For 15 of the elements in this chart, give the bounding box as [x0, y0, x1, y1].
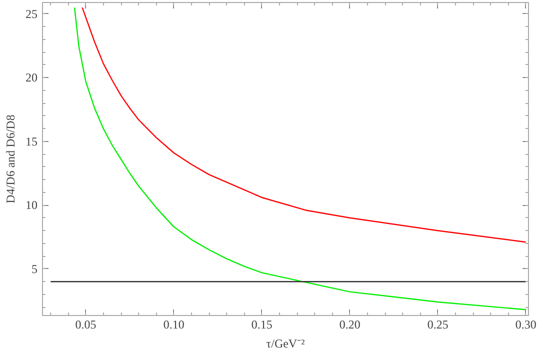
line-series — [82, 7, 526, 243]
y-tick-label: 10 — [26, 198, 38, 212]
y-tick-label: 25 — [26, 6, 38, 21]
line-series — [74, 7, 526, 310]
x-axis-title: τ/GeV⁻² — [266, 336, 306, 350]
y-tick-label: 20 — [26, 70, 38, 85]
x-tick-label: 0.20 — [339, 318, 360, 332]
x-tick-label: 0.30 — [515, 318, 536, 332]
y-axis-title: D4/D6 and D6/D8 — [4, 114, 18, 204]
x-tick-label: 0.05 — [75, 318, 96, 332]
x-tick-label: 0.15 — [251, 318, 272, 332]
x-tick-label: 0.10 — [163, 318, 184, 332]
y-tick-label: 5 — [32, 262, 38, 276]
y-tick-label: 15 — [26, 134, 38, 148]
x-tick-label: 0.25 — [427, 318, 448, 332]
